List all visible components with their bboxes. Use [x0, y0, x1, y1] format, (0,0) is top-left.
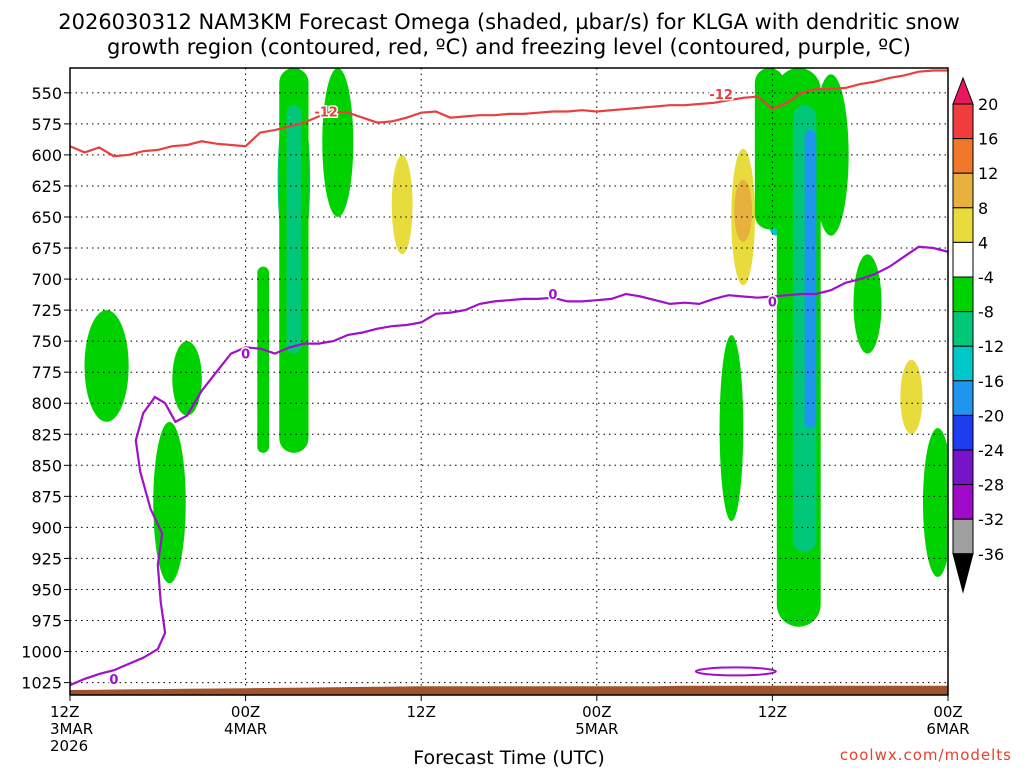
omega-region: [322, 68, 354, 217]
x-tick-label: 00Z: [933, 703, 962, 721]
colorbar-swatch: [952, 345, 974, 382]
omega-region: [84, 310, 129, 422]
y-tick-label: 575: [31, 115, 62, 134]
contour-label: 0: [109, 673, 118, 688]
y-tick-label: 875: [31, 487, 62, 506]
omega-region: [853, 254, 882, 354]
y-tick-label: 800: [31, 394, 62, 413]
freezing-level-contour-line: [694, 666, 777, 677]
x-tick-label: 5MAR: [575, 720, 618, 738]
plot-area: -12 -12 0 0 0 0: [69, 67, 949, 696]
y-axis-ticks: 550 575 600 625 650 675 700 725 750 775 800 825 850 8…: [21, 84, 70, 693]
y-tick-label: 675: [31, 239, 62, 258]
x-tick-label: 12Z: [758, 703, 787, 721]
y-tick-label: 1000: [21, 643, 62, 662]
contour-label: -12: [709, 88, 733, 103]
omega-region: [172, 341, 202, 416]
colorbar-swatch: [952, 311, 974, 347]
y-tick-label: 975: [31, 612, 62, 631]
colorbar-tick-label: 16: [978, 130, 998, 149]
colorbar-swatch: [952, 380, 974, 416]
colorbar-swatch: [952, 414, 974, 451]
x-tick-label: 00Z: [231, 703, 260, 721]
colorbar-swatch: [952, 172, 974, 209]
y-tick-label: 850: [31, 456, 62, 475]
contour-label: -12: [314, 105, 338, 120]
credit-text: coolwx.com/modelts: [840, 746, 1012, 764]
colorbar-swatch: [952, 484, 974, 520]
omega-region: [813, 74, 849, 236]
colorbar-tick-label: 12: [978, 164, 998, 183]
y-tick-label: 550: [31, 84, 62, 103]
dgz-contour-line: [70, 69, 948, 158]
omega-region: [734, 179, 753, 242]
colorbar: 20 16 12 8 4 -4 -8 -12 -16 -20 -24 -28 -32 -36: [952, 76, 1004, 594]
omega-region: [391, 154, 413, 255]
colorbar-swatch: [952, 207, 974, 243]
colorbar-swatch: [952, 449, 974, 486]
x-tick-label: 12Z: [50, 703, 79, 721]
omega-column: [804, 130, 817, 429]
chart-title-line-2: growth region (contoured, red, ºC) and f…: [107, 35, 911, 59]
y-tick-label: 950: [31, 580, 62, 599]
colorbar-tick-label: -8: [978, 303, 994, 322]
colorbar-tick-label: -16: [978, 372, 1004, 391]
y-tick-label: 700: [31, 270, 62, 289]
colorbar-tick-label: -28: [978, 476, 1004, 495]
colorbar-swatch: [952, 241, 974, 278]
colorbar-bottom-arrow: [952, 553, 974, 594]
x-tick-label: 4MAR: [224, 720, 267, 738]
omega-region: [900, 359, 923, 435]
omega-column: [754, 68, 785, 230]
colorbar-swatch: [952, 518, 974, 555]
y-tick-label: 1025: [21, 674, 62, 693]
plot-frame: [69, 67, 949, 696]
colorbar-tick-label: -32: [978, 510, 1004, 529]
omega-region: [719, 334, 744, 522]
x-tick-label: 00Z: [582, 703, 611, 721]
y-tick-label: 925: [31, 549, 62, 568]
y-tick-label: 600: [31, 146, 62, 165]
colorbar-top-arrow: [952, 76, 974, 105]
contour-layer: -12 -12 0 0 0 0: [70, 69, 948, 689]
y-tick-label: 775: [31, 363, 62, 382]
colorbar-swatch: [952, 138, 974, 174]
grid-layer: [70, 68, 948, 695]
colorbar-tick-label: 20: [978, 95, 998, 114]
x-tick-label: 12Z: [407, 703, 436, 721]
colorbar-swatch: [952, 103, 974, 140]
colorbar-tick-label: 8: [978, 199, 988, 218]
colorbar-tick-label: -12: [978, 337, 1004, 356]
colorbar-tick-label: -20: [978, 406, 1004, 425]
omega-column: [286, 105, 302, 354]
colorbar-tick-label: -36: [978, 545, 1004, 564]
y-tick-label: 625: [31, 177, 62, 196]
terrain-ground-band: [70, 685, 948, 695]
x-tick-label: 2026: [50, 737, 88, 755]
x-tick-label: 3MAR: [50, 720, 93, 738]
colorbar-swatch: [952, 276, 974, 313]
y-tick-label: 750: [31, 332, 62, 351]
y-tick-label: 725: [31, 301, 62, 320]
x-tick-label: 6MAR: [926, 720, 969, 738]
omega-shading-layer: [84, 68, 948, 627]
omega-column: [257, 266, 270, 453]
contour-label: 0: [768, 295, 777, 310]
chart-title-line-1: 2026030312 NAM3KM Forecast Omega (shaded…: [58, 10, 960, 34]
y-tick-label: 825: [31, 425, 62, 444]
contour-label: 0: [548, 288, 557, 303]
colorbar-tick-label: 4: [978, 233, 988, 252]
y-tick-label: 900: [31, 518, 62, 537]
freezing-level-contour-line: [70, 245, 948, 687]
y-tick-label: 650: [31, 208, 62, 227]
colorbar-tick-label: -4: [978, 268, 994, 287]
colorbar-tick-label: -24: [978, 441, 1004, 460]
contour-label: 0: [241, 348, 250, 363]
x-axis-label: Forecast Time (UTC): [413, 747, 604, 768]
